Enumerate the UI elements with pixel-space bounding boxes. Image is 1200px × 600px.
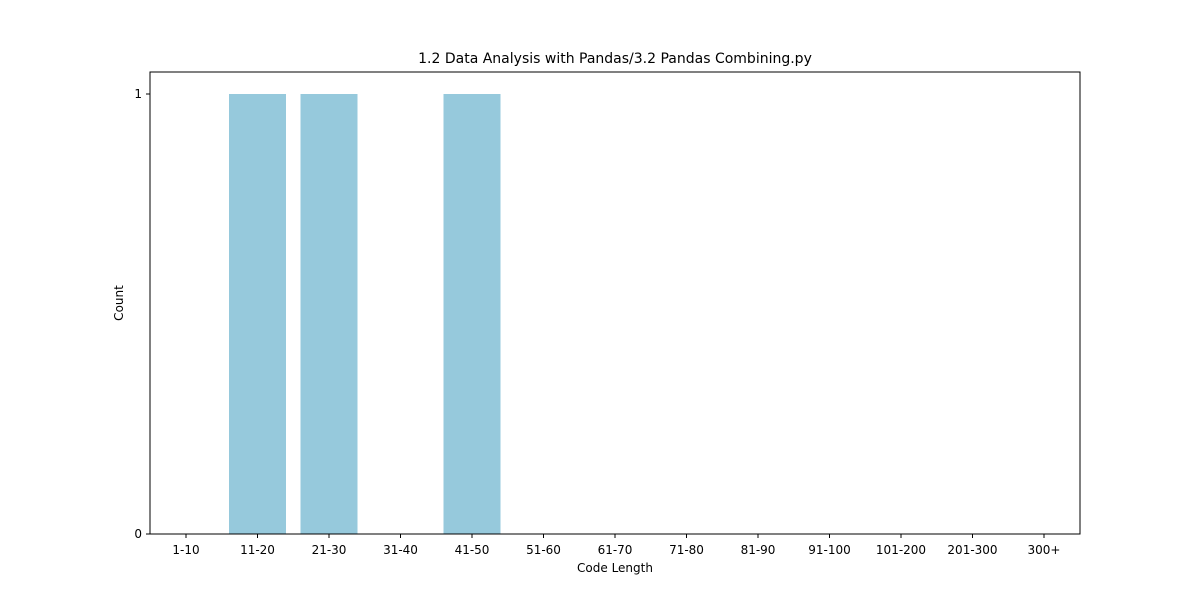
y-axis-label: Count <box>112 285 126 321</box>
x-tick-label: 21-30 <box>312 543 347 557</box>
x-tick-label: 71-80 <box>669 543 704 557</box>
bar-21-30 <box>300 94 358 534</box>
y-tick-label: 1 <box>134 87 142 101</box>
x-axis-ticks: 1-10 11-20 21-30 31-40 41-50 51-60 61-70 71-80 8… <box>172 534 1060 557</box>
x-tick-label: 11-20 <box>240 543 275 557</box>
y-axis-ticks: 01 <box>134 87 150 541</box>
y-tick-label: 0 <box>134 527 142 541</box>
x-tick-label: 300+ <box>1028 543 1061 557</box>
chart-title: 1.2 Data Analysis with Pandas/3.2 Pandas… <box>418 51 812 67</box>
x-axis-label: Code Length <box>577 561 653 575</box>
bars-group <box>229 94 501 534</box>
x-tick-label: 1-10 <box>172 543 199 557</box>
x-tick-label: 31-40 <box>383 543 418 557</box>
x-tick-label: 81-90 <box>741 543 776 557</box>
plot-frame <box>149 71 1081 535</box>
x-tick-label: 61-70 <box>598 543 633 557</box>
x-tick-label: 201-300 <box>947 543 997 557</box>
x-tick-label: 41-50 <box>455 543 490 557</box>
bar-41-50 <box>443 94 501 534</box>
x-tick-label: 51-60 <box>526 543 561 557</box>
bar-11-20 <box>229 94 286 534</box>
x-tick-label: 91-100 <box>808 543 851 557</box>
x-tick-label: 101-200 <box>876 543 926 557</box>
